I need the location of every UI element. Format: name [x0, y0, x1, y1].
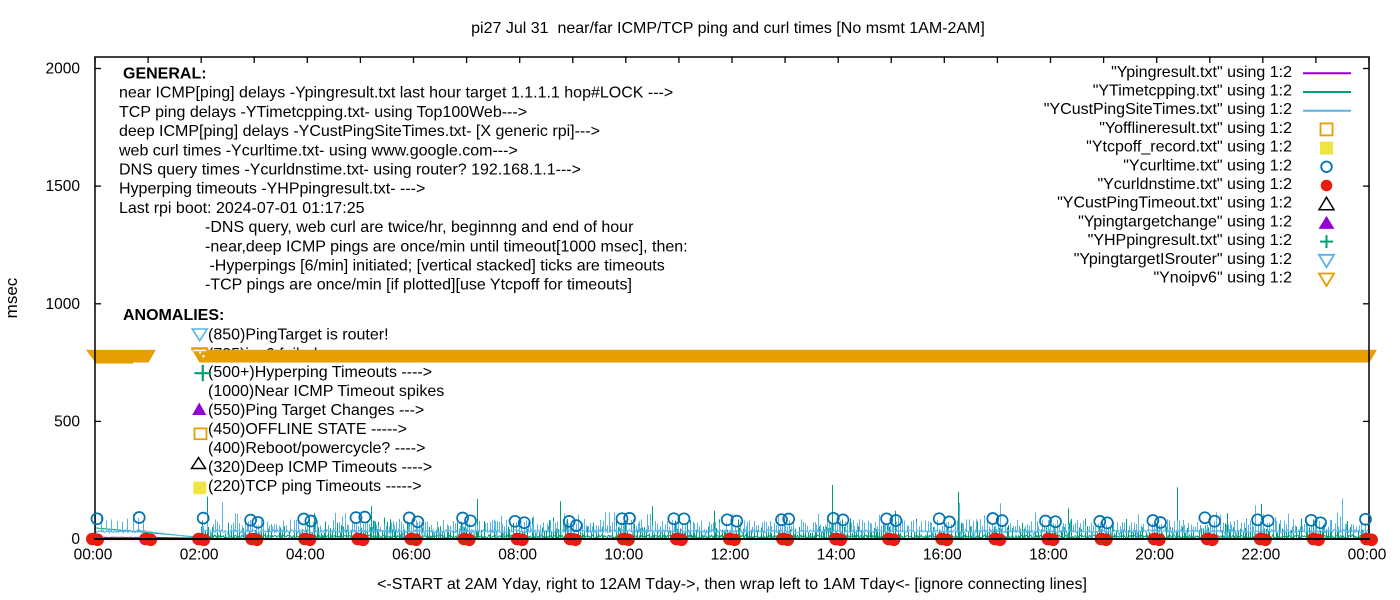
- svg-text:"Ypingresult.txt" using 1:2: "Ypingresult.txt" using 1:2: [1111, 64, 1292, 81]
- svg-text:(500+)Hyperping Timeouts ---->: (500+)Hyperping Timeouts ---->: [208, 364, 432, 381]
- svg-text:ANOMALIES:: ANOMALIES:: [123, 307, 224, 324]
- svg-text:12:00: 12:00: [711, 547, 750, 564]
- svg-text:14:00: 14:00: [817, 547, 856, 564]
- svg-text:"YTimetcpping.txt" using 1:2: "YTimetcpping.txt" using 1:2: [1093, 83, 1292, 100]
- svg-text:pi27 Jul 31 near/far ICMP/TCP: pi27 Jul 31 near/far ICMP/TCP ping and c…: [471, 20, 985, 37]
- svg-text:00:00: 00:00: [1348, 547, 1387, 564]
- svg-text:2000: 2000: [46, 61, 81, 78]
- svg-text:"Ypingtargetchange" using 1:2: "Ypingtargetchange" using 1:2: [1078, 213, 1292, 230]
- svg-text:"Ytcpoff_record.txt" using 1:2: "Ytcpoff_record.txt" using 1:2: [1086, 139, 1292, 156]
- svg-text:06:00: 06:00: [392, 547, 431, 564]
- svg-text:02:00: 02:00: [180, 547, 219, 564]
- svg-text:web curl times -Ycurltime.txt-: web curl times -Ycurltime.txt- using www…: [118, 142, 518, 159]
- svg-text:(320)Deep ICMP Timeouts ---->: (320)Deep ICMP Timeouts ---->: [208, 459, 432, 476]
- svg-text:-Hyperpings [6/min] initiated;: -Hyperpings [6/min] initiated; [vertical…: [205, 258, 665, 275]
- svg-text:(220)TCP ping Timeouts ----->: (220)TCP ping Timeouts ----->: [208, 478, 422, 495]
- svg-text:"Ycurldnstime.txt" using 1:2: "Ycurldnstime.txt" using 1:2: [1097, 176, 1292, 193]
- svg-text:TCP ping delays -YTimetcpping.: TCP ping delays -YTimetcpping.txt- using…: [119, 104, 527, 121]
- svg-text:0: 0: [71, 531, 80, 548]
- svg-text:msec: msec: [2, 277, 21, 318]
- svg-text:(450)OFFLINE STATE ----->: (450)OFFLINE STATE ----->: [208, 421, 407, 438]
- svg-text:"YCustPingSiteTimes.txt" using: "YCustPingSiteTimes.txt" using 1:2: [1044, 101, 1292, 118]
- svg-text:GENERAL:: GENERAL:: [123, 66, 207, 83]
- svg-text:10:00: 10:00: [604, 547, 643, 564]
- svg-text:"YpingtargetISrouter" using 1:: "YpingtargetISrouter" using 1:2: [1074, 251, 1292, 268]
- svg-text:"YHPpingresult.txt" using 1:2: "YHPpingresult.txt" using 1:2: [1088, 232, 1292, 249]
- svg-text:(1000)Near ICMP Timeout spikes: (1000)Near ICMP Timeout spikes: [208, 383, 444, 400]
- svg-text:Hyperping timeouts -YHPpingres: Hyperping timeouts -YHPpingresult.txt- -…: [119, 181, 425, 198]
- svg-text:22:00: 22:00: [1241, 547, 1280, 564]
- svg-text:"Ynoipv6" using 1:2: "Ynoipv6" using 1:2: [1153, 270, 1292, 287]
- svg-text:-TCP pings are once/min [if pl: -TCP pings are once/min [if plotted][use…: [205, 277, 632, 294]
- svg-text:Last rpi boot: 2024-07-01 01:1: Last rpi boot: 2024-07-01 01:17:25: [119, 200, 365, 217]
- svg-text:18:00: 18:00: [1029, 547, 1068, 564]
- svg-text:(400)Reboot/powercycle? ---->: (400)Reboot/powercycle? ---->: [208, 440, 425, 457]
- svg-text:04:00: 04:00: [286, 547, 325, 564]
- svg-text:DNS query times -Ycurldnstime.: DNS query times -Ycurldnstime.txt- using…: [119, 162, 581, 179]
- svg-text:1000: 1000: [46, 296, 81, 313]
- svg-text:(550)Ping Target Changes --->: (550)Ping Target Changes --->: [208, 402, 424, 419]
- svg-text:-DNS query, web curl are twice: -DNS query, web curl are twice/hr, begin…: [205, 219, 634, 236]
- svg-text:500: 500: [54, 413, 80, 430]
- svg-text:-near,deep ICMP pings are once: -near,deep ICMP pings are once/min until…: [205, 238, 688, 255]
- svg-text:00:00: 00:00: [74, 547, 113, 564]
- svg-text:(850)PingTarget is router!: (850)PingTarget is router!: [208, 327, 389, 344]
- svg-text:near ICMP[ping] delays -Ypingr: near ICMP[ping] delays -Ypingresult.txt …: [119, 85, 673, 102]
- svg-text:20:00: 20:00: [1135, 547, 1174, 564]
- svg-text:"Ycurltime.txt" using 1:2: "Ycurltime.txt" using 1:2: [1123, 157, 1292, 174]
- svg-text:<-START at 2AM Yday, right to: <-START at 2AM Yday, right to 12AM Tday-…: [377, 576, 1087, 593]
- svg-text:"Yofflineresult.txt" using 1:2: "Yofflineresult.txt" using 1:2: [1099, 120, 1292, 137]
- svg-text:"YCustPingTimeout.txt" using 1: "YCustPingTimeout.txt" using 1:2: [1057, 195, 1292, 212]
- svg-text:08:00: 08:00: [498, 547, 537, 564]
- svg-text:16:00: 16:00: [923, 547, 962, 564]
- svg-text:1500: 1500: [46, 178, 81, 195]
- svg-text:deep ICMP[ping] delays -YCustP: deep ICMP[ping] delays -YCustPingSiteTim…: [119, 123, 600, 140]
